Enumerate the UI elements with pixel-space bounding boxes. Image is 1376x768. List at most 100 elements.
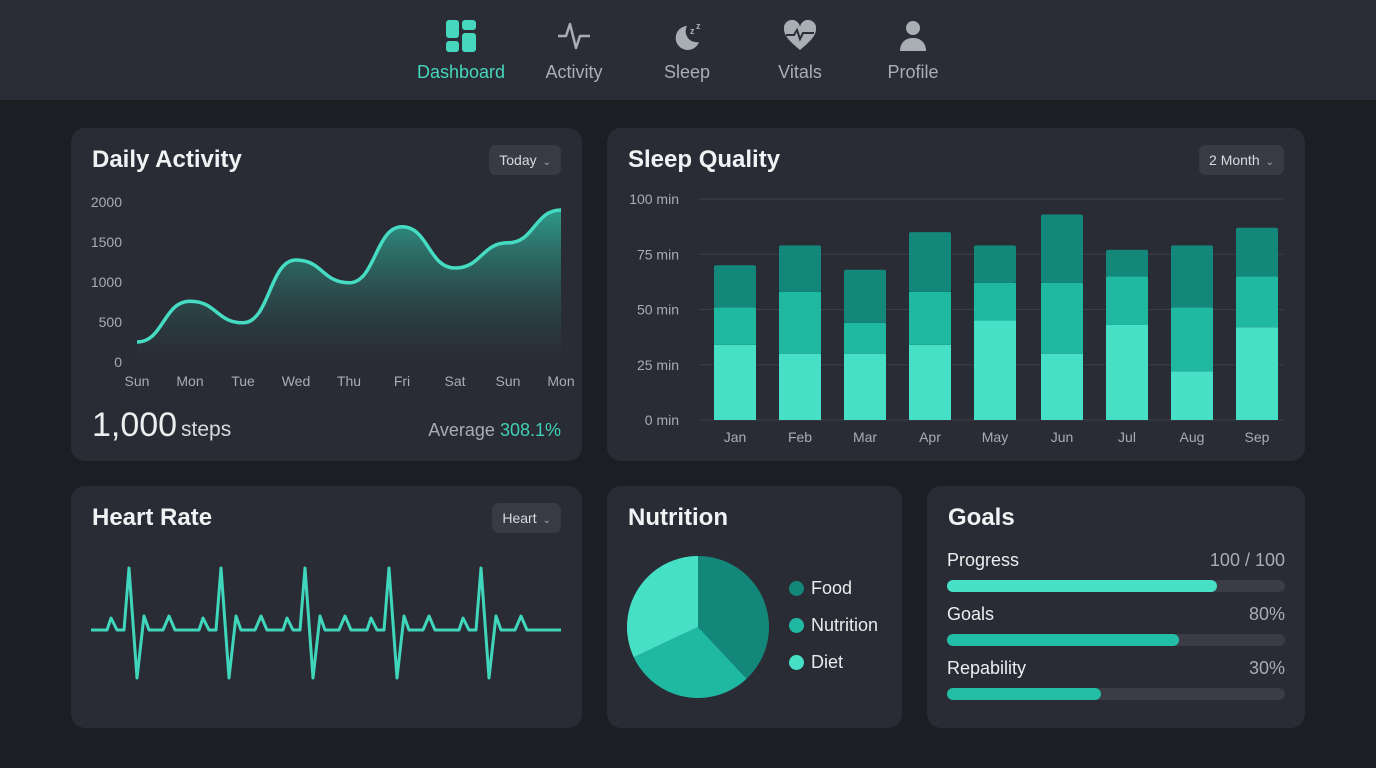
x-tick-label: Sun [496, 373, 521, 389]
dropdown-value: 2 Month [1209, 152, 1260, 168]
heart-rate-card: Heart Rate Heart ⌄ [71, 486, 582, 728]
chevron-down-icon: ⌄ [542, 515, 551, 526]
progress-bar [947, 580, 1285, 592]
y-tick-label: 0 [114, 354, 122, 370]
y-tick-label: 100 min [629, 191, 679, 207]
period-dropdown[interactable]: 2 Month ⌄ [1199, 145, 1284, 175]
x-tick-label: Jun [1051, 429, 1074, 445]
daily-activity-card: Daily Activity Today ⌄ 0 500 1000 1500 2000 Su… [71, 128, 582, 461]
period-dropdown[interactable]: Today ⌄ [489, 145, 561, 175]
progress-fill [947, 634, 1179, 646]
bar-segment [844, 322, 886, 354]
bar-segment [844, 353, 886, 420]
dashboard-icon [446, 20, 476, 52]
bar-segment [909, 232, 951, 292]
nav-label: Vitals [778, 62, 822, 82]
bar-segment [1106, 249, 1148, 277]
goal-value: 30% [1248, 658, 1285, 678]
x-tick-label: Jan [724, 429, 747, 445]
nav-activity[interactable]: Activity [519, 18, 629, 83]
x-tick-label: Tue [231, 373, 255, 389]
ecg-chart [91, 566, 561, 680]
x-tick-label: Sep [1245, 429, 1270, 445]
activity-chart: 0 500 1000 1500 2000 Sun Mon Tue Wed Thu Fri Sat Sun… [91, 194, 575, 389]
bar-segment [909, 291, 951, 345]
x-tick-label: Jul [1118, 429, 1136, 445]
bar-segment [714, 344, 756, 420]
legend-diet: Diet [789, 652, 843, 673]
legend-dot [789, 618, 804, 633]
y-tick-label: 1500 [91, 234, 122, 250]
x-tick-label: Fri [394, 373, 410, 389]
nav-label: Dashboard [416, 62, 506, 82]
nav-label: Profile [887, 62, 939, 82]
nutrition-card: Nutrition Food Nutrition Diet [607, 486, 902, 728]
activity-icon [558, 22, 590, 50]
activity-line [136, 208, 562, 344]
x-tick-label: Apr [919, 429, 941, 445]
nav-profile[interactable]: Profile [858, 18, 968, 83]
steps-unit: steps [181, 418, 232, 441]
bar-segment [1041, 282, 1083, 354]
pie-slice [633, 627, 747, 698]
metric-dropdown[interactable]: Heart ⌄ [492, 503, 561, 533]
dropdown-value: Heart [502, 510, 537, 526]
goal-value: 80% [1248, 604, 1285, 624]
nutrition-pie [627, 556, 769, 698]
y-tick-label: 2000 [91, 194, 122, 210]
bar-segment [974, 245, 1016, 283]
legend-dot [789, 655, 804, 670]
bar-segment [714, 265, 756, 308]
nav-vitals[interactable]: Vitals [745, 18, 855, 83]
goals-card: Goals Progress 100 / 100 Goals 80% Repab… [927, 486, 1305, 728]
x-tick-label: Thu [337, 373, 361, 389]
card-title: Daily Activity [92, 146, 242, 173]
x-tick-label: Wed [282, 373, 311, 389]
progress-bar [947, 688, 1285, 700]
x-tick-label: Mar [853, 429, 877, 445]
bar-segment [1041, 353, 1083, 420]
y-tick-label: 500 [99, 314, 123, 330]
bar-segment [779, 245, 821, 292]
progress-fill [947, 688, 1102, 700]
progress-bar [947, 634, 1285, 646]
bar-segment [1236, 227, 1278, 277]
legend-label: Food [811, 578, 853, 598]
user-icon [900, 21, 926, 51]
bar-segment [1171, 371, 1213, 420]
legend-dot [789, 581, 804, 596]
y-tick-label: 0 min [645, 412, 679, 428]
goal-label: Goals [947, 604, 995, 624]
x-tick-label: May [982, 429, 1008, 445]
x-tick-label: Sun [125, 373, 150, 389]
y-tick-label: 25 min [637, 357, 679, 373]
card-title: Sleep Quality [628, 146, 781, 173]
area-fill [137, 210, 561, 362]
x-tick-label: Sat [444, 373, 465, 389]
nav-dashboard[interactable]: Dashboard [406, 18, 516, 83]
card-title: Nutrition [628, 504, 728, 531]
dropdown-value: Today [499, 152, 537, 168]
bar-segment [1106, 276, 1148, 325]
nav-label: Sleep [663, 62, 711, 82]
x-tick-label: Mon [547, 373, 574, 389]
bar-segment [909, 344, 951, 420]
progress-fill [947, 580, 1218, 592]
legend-label: Diet [811, 652, 844, 672]
svg-text:z: z [696, 21, 701, 31]
bar-segment [1171, 245, 1213, 308]
bar-segment [1041, 214, 1083, 283]
goal-row: Repability 30% [947, 658, 1285, 700]
average-stat: Average 308.1% [428, 420, 561, 441]
y-tick-label: 75 min [637, 246, 679, 262]
average-value: 308.1% [499, 420, 561, 440]
ecg-line [91, 566, 561, 680]
card-title: Heart Rate [92, 504, 213, 531]
goal-label: Progress [947, 550, 1020, 570]
goal-row: Goals 80% [947, 604, 1285, 646]
sleep-chart: 0 min 25 min 50 min 75 min 100 min Jan Feb Mar A… [629, 191, 1284, 445]
goal-label: Repability [947, 658, 1027, 678]
